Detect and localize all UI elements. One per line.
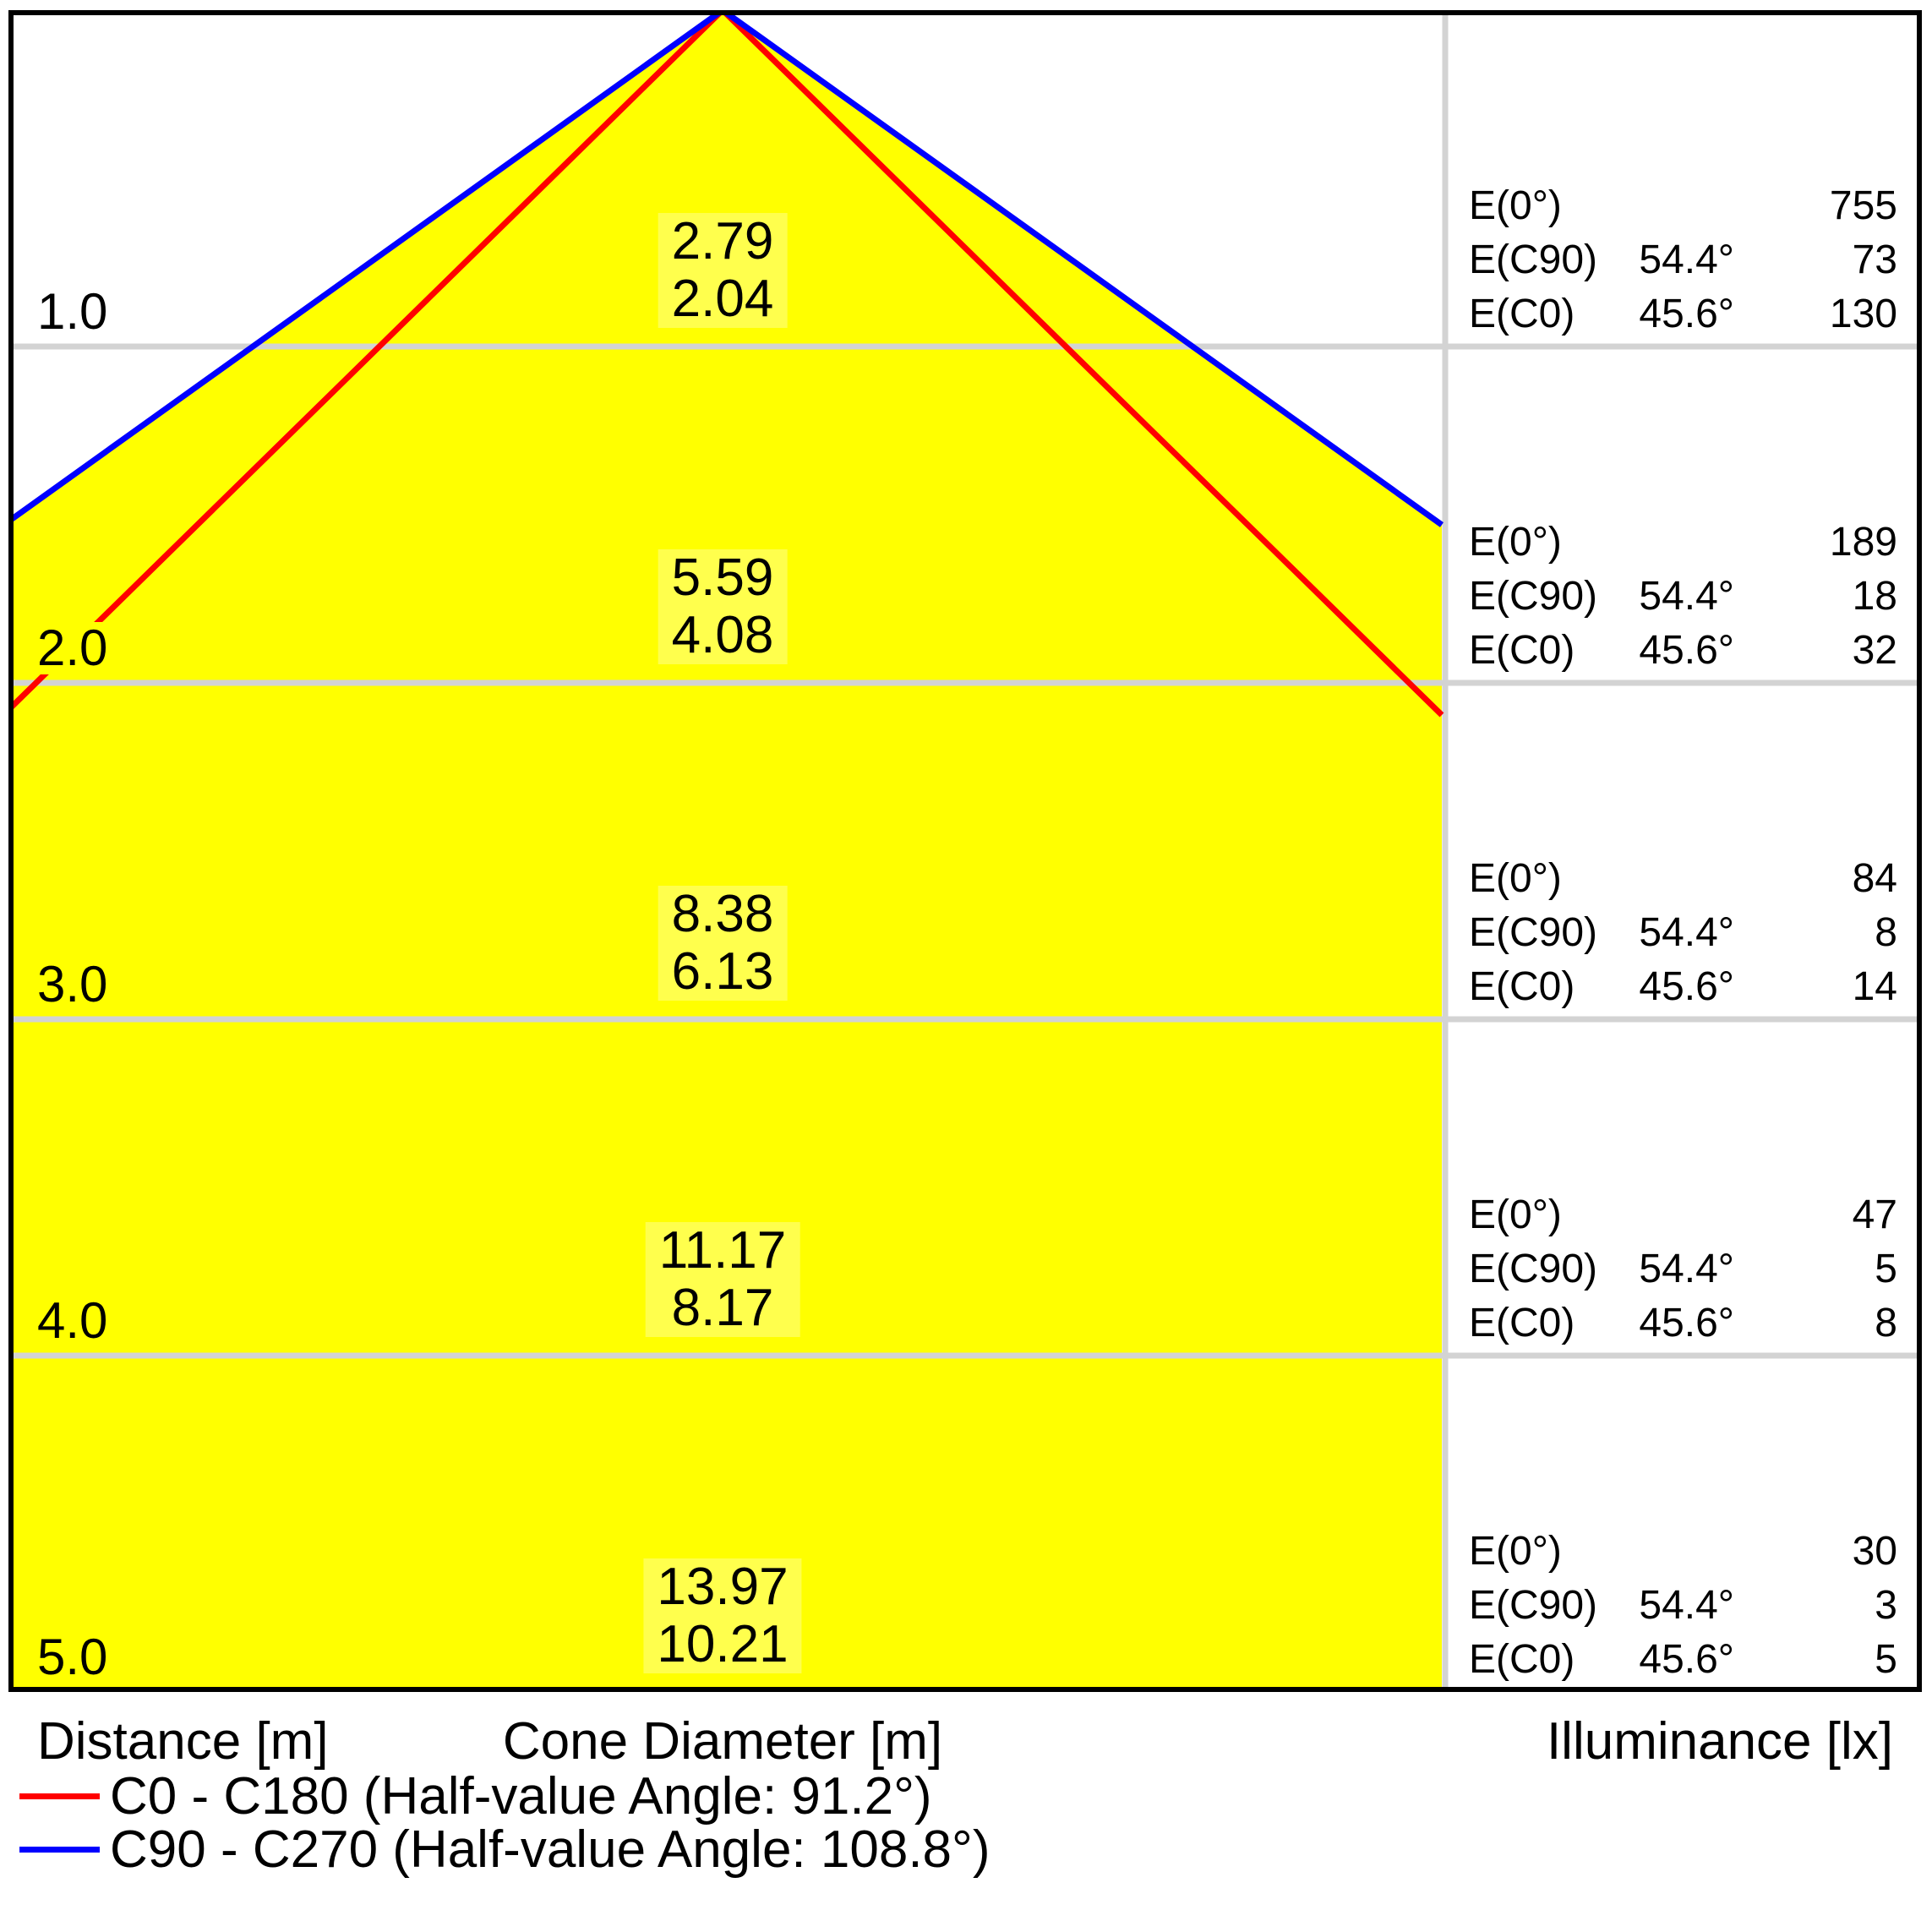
cone-diagram-canvas: [8, 10, 1922, 1692]
ec0-label: E(C0): [1469, 292, 1575, 336]
e0-value: 47: [1852, 1192, 1897, 1237]
ec90-value: 18: [1852, 574, 1897, 619]
e0-label: E(0°): [1469, 1529, 1562, 1574]
illuminance-row: E(C0) 45.6° 5: [1469, 1633, 1897, 1687]
ec0-label: E(C0): [1469, 1637, 1575, 1682]
ec0-value: 32: [1852, 628, 1897, 673]
e0-value: 755: [1829, 183, 1897, 228]
legend-label-c0-c180: C0 - C180 (Half-value Angle: 91.2°): [110, 1767, 932, 1826]
cone-diameter-c90-value: 2.79: [671, 212, 774, 270]
ec0-value: 8: [1875, 1301, 1897, 1345]
illuminance-row: E(C90) 54.4° 73: [1469, 233, 1897, 287]
cone-diameter-values-1: 2.79 2.04: [658, 213, 788, 328]
ec0-angle: 45.6°: [1639, 628, 1734, 673]
c0-c180-line: [8, 10, 1444, 718]
chart-border: [8, 10, 1922, 1692]
ec0-label: E(C0): [1469, 628, 1575, 673]
illuminance-row: E(0°) 47: [1469, 1188, 1897, 1242]
illuminance-block-2: E(0°) 189 E(C90) 54.4° 18 E(C0) 45.6° 32: [1469, 516, 1897, 678]
e0-value: 84: [1852, 856, 1897, 901]
cone-diameter-c90-value: 5.59: [671, 548, 774, 607]
distance-label-2: 2.0: [30, 622, 115, 674]
ec90-label: E(C90): [1469, 574, 1598, 619]
ec90-angle: 54.4°: [1639, 574, 1734, 619]
cone-diameter-c90-value: 13.97: [657, 1558, 789, 1616]
e0-value: 189: [1829, 520, 1897, 565]
cone-diameter-values-4: 11.17 8.17: [645, 1221, 800, 1337]
e0-value: 30: [1852, 1529, 1897, 1574]
ec0-value: 14: [1852, 964, 1897, 1009]
ec0-angle: 45.6°: [1639, 1637, 1734, 1682]
cone-fill: [8, 10, 1442, 1692]
ec0-angle: 45.6°: [1639, 1301, 1734, 1345]
legend-label-c90-c270: C90 - C270 (Half-value Angle: 108.8°): [110, 1820, 991, 1879]
illuminance-row: E(C0) 45.6° 14: [1469, 960, 1897, 1014]
cone-diameter-c0-value: 8.17: [671, 1279, 774, 1337]
ec90-value: 5: [1875, 1247, 1897, 1291]
cone-diameter-values-2: 5.59 4.08: [658, 549, 788, 664]
ec90-angle: 54.4°: [1639, 1583, 1734, 1628]
illuminance-block-1: E(0°) 755 E(C90) 54.4° 73 E(C0) 45.6° 13…: [1469, 179, 1897, 341]
ec90-label: E(C90): [1469, 237, 1598, 282]
illuminance-axis-label: Illuminance [lx]: [1546, 1712, 1893, 1771]
illuminance-row: E(C0) 45.6° 32: [1469, 624, 1897, 678]
c90-c270-line: [8, 10, 1444, 527]
ec90-value: 73: [1852, 237, 1897, 282]
illuminance-row: E(0°) 30: [1469, 1525, 1897, 1579]
c0-c180-line-sample-icon: [19, 1793, 100, 1799]
e0-label: E(0°): [1469, 856, 1562, 901]
ec90-label: E(C90): [1469, 1583, 1598, 1628]
illuminance-row: E(C90) 54.4° 18: [1469, 570, 1897, 624]
ec0-angle: 45.6°: [1639, 292, 1734, 336]
ec0-label: E(C0): [1469, 964, 1575, 1009]
ec0-value: 130: [1829, 292, 1897, 336]
illuminance-row: E(0°) 755: [1469, 179, 1897, 233]
ec90-angle: 54.4°: [1639, 237, 1734, 282]
distance-axis-label: Distance [m]: [37, 1712, 329, 1771]
legend-item-c90-c270: C90 - C270 (Half-value Angle: 108.8°): [19, 1820, 990, 1879]
cone-diameter-values-5: 13.97 10.21: [643, 1558, 802, 1673]
ec0-value: 5: [1875, 1637, 1897, 1682]
cone-diameter-axis-label: Cone Diameter [m]: [502, 1712, 943, 1771]
cone-diameter-c90-value: 8.38: [671, 885, 774, 943]
gridlines: [8, 343, 1922, 1359]
illuminance-row: E(C90) 54.4° 3: [1469, 1579, 1897, 1633]
ec90-angle: 54.4°: [1639, 910, 1734, 955]
illuminance-block-3: E(0°) 84 E(C90) 54.4° 8 E(C0) 45.6° 14: [1469, 852, 1897, 1014]
illuminance-row: E(C0) 45.6° 8: [1469, 1296, 1897, 1351]
cone-diameter-c0-value: 10.21: [657, 1615, 789, 1673]
distance-label-5: 5.0: [30, 1631, 115, 1684]
cone-diameter-c0-value: 2.04: [671, 270, 774, 328]
ec90-label: E(C90): [1469, 1247, 1598, 1291]
illuminance-row: E(0°) 84: [1469, 852, 1897, 906]
illuminance-block-5: E(0°) 30 E(C90) 54.4° 3 E(C0) 45.6° 5: [1469, 1525, 1897, 1687]
illuminance-row: E(0°) 189: [1469, 516, 1897, 570]
ec90-value: 3: [1875, 1583, 1897, 1628]
legend: C0 - C180 (Half-value Angle: 91.2°) C90 …: [19, 1767, 990, 1879]
e0-label: E(0°): [1469, 183, 1562, 228]
illuminance-row: E(C90) 54.4° 5: [1469, 1242, 1897, 1296]
ec90-value: 8: [1875, 910, 1897, 955]
ec0-label: E(C0): [1469, 1301, 1575, 1345]
c90-c270-line-sample-icon: [19, 1847, 100, 1853]
cone-diameter-c0-value: 4.08: [671, 606, 774, 664]
illuminance-row: E(C90) 54.4° 8: [1469, 906, 1897, 960]
distance-label-3: 3.0: [30, 958, 115, 1011]
cone-diameter-values-3: 8.38 6.13: [658, 886, 788, 1001]
ec90-label: E(C90): [1469, 910, 1598, 955]
cone-diameter-c0-value: 6.13: [671, 942, 774, 1001]
ec90-angle: 54.4°: [1639, 1247, 1734, 1291]
illuminance-row: E(C0) 45.6° 130: [1469, 287, 1897, 341]
legend-item-c0-c180: C0 - C180 (Half-value Angle: 91.2°): [19, 1767, 990, 1826]
ec0-angle: 45.6°: [1639, 964, 1734, 1009]
distance-label-4: 4.0: [30, 1295, 115, 1347]
illuminance-block-4: E(0°) 47 E(C90) 54.4° 5 E(C0) 45.6° 8: [1469, 1188, 1897, 1351]
distance-label-1: 1.0: [37, 283, 108, 340]
cone-diameter-c90-value: 11.17: [658, 1221, 787, 1280]
e0-label: E(0°): [1469, 1192, 1562, 1237]
e0-label: E(0°): [1469, 520, 1562, 565]
